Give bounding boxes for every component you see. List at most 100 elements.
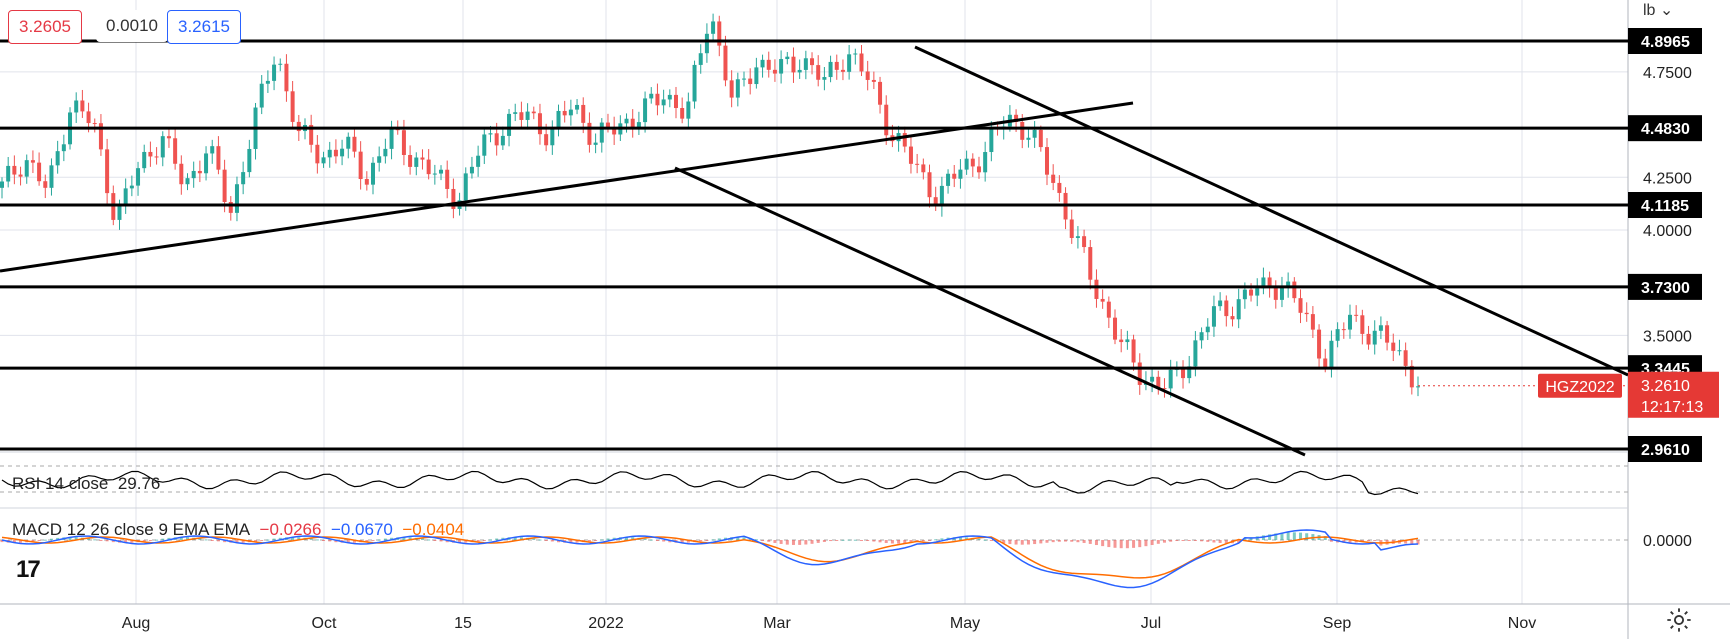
macd-histogram-bar — [1076, 540, 1080, 543]
candle-body — [86, 111, 91, 124]
ask-price-box[interactable]: 3.2615 — [167, 10, 241, 44]
macd-histogram-bar — [550, 540, 554, 542]
candle-body — [544, 134, 549, 146]
rsi-line — [1, 470, 1419, 496]
macd-histogram-bar — [1274, 533, 1278, 540]
candle-body — [1156, 376, 1161, 389]
candle-body — [1341, 329, 1346, 331]
candle-body — [1249, 289, 1254, 296]
y-tick-label: 3.5000 — [1643, 328, 1692, 345]
candle-body — [908, 146, 913, 164]
candle-body — [754, 67, 759, 85]
level-price-tag — [1628, 115, 1702, 142]
gear-icon[interactable] — [1665, 606, 1693, 634]
macd-line — [1, 529, 1419, 589]
macd-histogram-bar — [1070, 540, 1074, 542]
macd-histogram-bar — [977, 538, 981, 540]
macd-histogram-bar — [804, 540, 808, 545]
tradingview-logo[interactable]: 17 — [16, 556, 41, 583]
candle-body — [111, 193, 116, 220]
candle-body — [123, 188, 128, 206]
level-price-label: 4.1185 — [1641, 198, 1689, 215]
candle-body — [550, 127, 555, 146]
macd-histogram-bar — [1020, 540, 1024, 545]
candle-body — [160, 136, 165, 158]
macd-histogram-bar — [878, 540, 882, 543]
candle-body — [154, 156, 159, 158]
candle-body — [327, 149, 332, 158]
macd-histogram-bar — [254, 540, 258, 542]
candle-body — [284, 63, 289, 92]
macd-histogram-bar — [903, 540, 907, 544]
macd-legend[interactable]: MACD 12 26 close 9 EMA EMA −0.0266 −0.06… — [12, 520, 464, 540]
candle-body — [43, 181, 48, 188]
macd-histogram-bar — [989, 540, 993, 541]
macd-histogram-bar — [643, 538, 647, 540]
candle-body — [1075, 236, 1080, 238]
candle-body — [667, 94, 672, 100]
macd-histogram-bar — [866, 540, 870, 541]
candle-body — [717, 21, 722, 46]
candle-body — [24, 160, 29, 177]
macd-histogram-bar — [655, 540, 659, 541]
candle-body — [636, 122, 641, 129]
macd-histogram-bar — [717, 538, 721, 540]
candle-body — [1137, 362, 1142, 385]
macd-histogram-bar — [1280, 532, 1284, 540]
candle-body — [463, 173, 468, 201]
macd-histogram-bar — [519, 537, 523, 540]
macd-histogram-bar — [1175, 540, 1179, 542]
level-price-label: 4.8965 — [1641, 34, 1690, 51]
candle-body — [1391, 342, 1396, 351]
x-tick-label: Aug — [122, 615, 150, 632]
candle-body — [1317, 329, 1322, 359]
candle-body — [704, 33, 709, 54]
candle-body — [915, 163, 920, 165]
candle-body — [939, 185, 944, 207]
macd-histogram-bar — [631, 537, 635, 540]
macd-histogram-bar — [1416, 540, 1420, 545]
candle-body — [748, 78, 753, 85]
candle-body — [983, 152, 988, 173]
candle-body — [1094, 279, 1099, 299]
macd-histogram-bar — [352, 540, 356, 543]
macd-histogram-bar — [798, 540, 802, 545]
macd-histogram-bar — [767, 540, 771, 542]
candle-body — [1416, 386, 1420, 388]
rsi-legend[interactable]: RSI 14 close 29.76 — [12, 474, 160, 494]
candle-body — [952, 173, 957, 179]
macd-histogram-bar — [625, 537, 629, 540]
axis-unit-menu[interactable]: lb ⌄ — [1643, 0, 1673, 20]
candle-body — [247, 148, 252, 173]
candle-body — [1026, 137, 1031, 140]
candle-body — [37, 162, 42, 182]
macd-histogram-bar — [791, 540, 795, 545]
candle-body — [599, 122, 604, 143]
macd-histogram-bar — [754, 539, 758, 541]
macd-histogram-bar — [488, 539, 492, 541]
macd-histogram-bar — [1144, 540, 1148, 547]
candle-body — [661, 99, 666, 106]
macd-histogram-bar — [569, 540, 573, 543]
candle-body — [92, 123, 97, 125]
trendline — [0, 101, 1134, 273]
candle-body — [1106, 301, 1111, 318]
candle-body — [321, 157, 326, 164]
candle-body — [742, 78, 747, 80]
candle-body — [1261, 277, 1266, 289]
macd-histogram-bar — [309, 538, 313, 540]
x-tick-label: Oct — [312, 615, 337, 632]
macd-histogram-bar — [1132, 540, 1136, 548]
level-price-tag — [1628, 192, 1702, 219]
candle-body — [525, 111, 530, 120]
macd-histogram-bar — [1243, 537, 1247, 540]
candle-body — [772, 69, 777, 74]
candle-body — [1403, 350, 1408, 366]
macd-histogram-bar — [148, 540, 152, 541]
macd-histogram-bar — [1323, 536, 1327, 540]
candle-body — [290, 91, 295, 122]
bid-price-box[interactable]: 3.2605 — [8, 10, 82, 44]
candle-body — [1082, 236, 1087, 248]
